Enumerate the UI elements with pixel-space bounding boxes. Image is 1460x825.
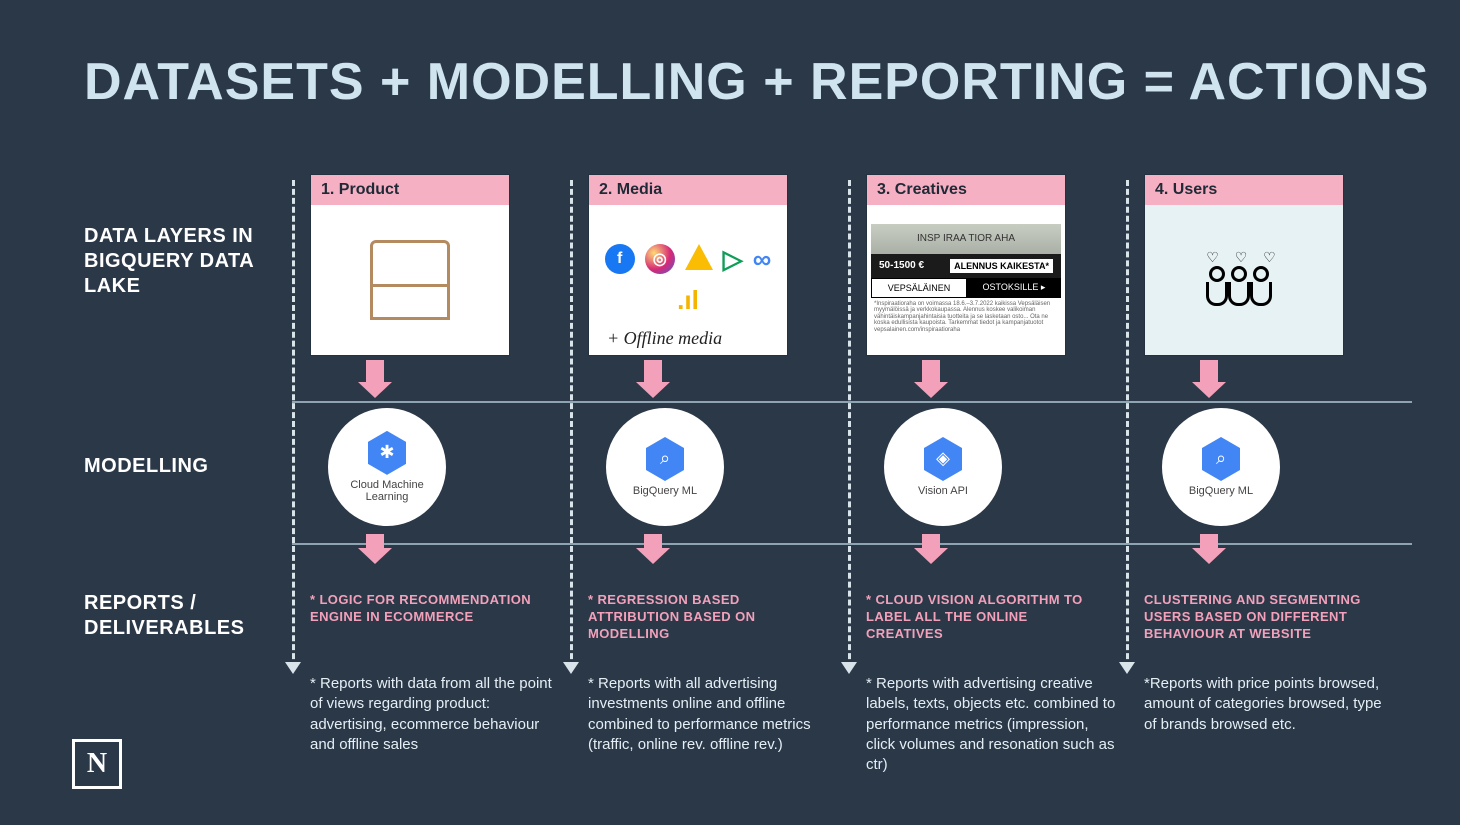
banner-mid: 50-1500 € ALENNUS KAIKESTA* — [871, 254, 1061, 278]
card-header: 4. Users — [1145, 175, 1343, 205]
banner-tag: ALENNUS KAIKESTA* — [950, 259, 1053, 273]
row-label-data: DATA LAYERS IN BIGQUERY DATA LAKE — [84, 224, 284, 299]
ad-banner: INSP IRAA TIOR AHA 50-1500 € ALENNUS KAI… — [871, 224, 1061, 337]
card-body: INSP IRAA TIOR AHA 50-1500 € ALENNUS KAI… — [867, 205, 1065, 355]
deliverable-body: *Reports with price points browsed, amou… — [1144, 674, 1394, 735]
card-header: 3. Creatives — [867, 175, 1065, 205]
gcp-hex-icon: ✱ — [368, 431, 406, 475]
deliverable-body: * Reports with all advertising investmen… — [588, 674, 838, 755]
instagram-icon: ◎ — [645, 244, 675, 274]
column-media: 2. Media f ◎ ▷ ∞ .ıl + Offline media ⌕ B… — [588, 174, 828, 794]
model-circle: ◈ Vision API — [884, 408, 1002, 526]
flow-arrowhead-icon — [841, 662, 857, 674]
column-users: 4. Users ♡ ♡ ♡ ⌕ BigQuery ML Clustering … — [1144, 174, 1384, 794]
flow-arrowhead-icon — [285, 662, 301, 674]
model-circle: ✱ Cloud Machine Learning — [328, 408, 446, 526]
gcp-hex-icon: ⌕ — [1202, 437, 1240, 481]
offline-media-note: + Offline media — [607, 328, 722, 349]
gcp-hex-icon: ⌕ — [646, 437, 684, 481]
flow-arrowhead-icon — [1119, 662, 1135, 674]
flow-line — [1126, 180, 1129, 668]
card-media: 2. Media f ◎ ▷ ∞ .ıl + Offline media — [588, 174, 788, 356]
cm-icon: ∞ — [753, 244, 772, 275]
card-product: 1. Product — [310, 174, 510, 356]
arrow-down-icon — [366, 360, 384, 384]
flow-line — [292, 180, 295, 668]
model-label: Vision API — [918, 485, 968, 497]
column-product: 1. Product ✱ Cloud Machine Learning * Lo… — [310, 174, 550, 794]
flow-arrowhead-icon — [563, 662, 579, 674]
brand-logo-icon: N — [72, 739, 122, 789]
model-circle: ⌕ BigQuery ML — [606, 408, 724, 526]
card-header: 2. Media — [589, 175, 787, 205]
arrow-down-icon — [1200, 360, 1218, 384]
card-creatives: 3. Creatives INSP IRAA TIOR AHA 50-1500 … — [866, 174, 1066, 356]
column-creatives: 3. Creatives INSP IRAA TIOR AHA 50-1500 … — [866, 174, 1106, 794]
card-users: 4. Users ♡ ♡ ♡ — [1144, 174, 1344, 356]
banner-btn-right: OSTOKSILLE ▸ — [967, 278, 1061, 298]
users-icon: ♡ ♡ ♡ — [1206, 249, 1281, 312]
arrow-down-icon — [922, 534, 940, 550]
arrow-down-icon — [644, 360, 662, 384]
model-label: BigQuery ML — [633, 485, 697, 497]
arrow-down-icon — [1200, 534, 1218, 550]
deliverable-body: * Reports with data from all the point o… — [310, 674, 560, 755]
deliverable-highlight: * Logic for recommendation engine in eco… — [310, 592, 550, 626]
analytics-icon: .ıl — [677, 285, 699, 316]
banner-fineprint: *Inspiraatioraha on voimassa 18.6.–3.7.2… — [871, 298, 1061, 337]
deliverable-body: * Reports with advertising creative labe… — [866, 674, 1116, 775]
flow-line — [570, 180, 573, 668]
deliverable-highlight: Clustering and segmenting users based on… — [1144, 592, 1384, 643]
gcp-hex-icon: ◈ — [924, 437, 962, 481]
arrow-down-icon — [922, 360, 940, 384]
row-label-model: MODELLING — [84, 454, 284, 479]
chair-icon — [370, 240, 450, 320]
banner-buttons: VEPSÄLÄINEN OSTOKSILLE ▸ — [871, 278, 1061, 298]
banner-btn-left: VEPSÄLÄINEN — [871, 278, 967, 298]
model-label: BigQuery ML — [1189, 485, 1253, 497]
model-label: Cloud Machine Learning — [328, 479, 446, 503]
banner-top: INSP IRAA TIOR AHA — [871, 224, 1061, 254]
card-body: ♡ ♡ ♡ — [1145, 205, 1343, 355]
flow-line — [848, 180, 851, 668]
dv360-icon: ▷ — [723, 244, 743, 275]
google-ads-icon — [685, 244, 713, 270]
facebook-icon: f — [605, 244, 635, 274]
deliverable-highlight: * Regression based attribution based on … — [588, 592, 828, 643]
arrow-down-icon — [644, 534, 662, 550]
page-title: DATASETS + MODELLING + REPORTING = ACTIO… — [84, 52, 1429, 112]
card-body: f ◎ ▷ ∞ .ıl + Offline media — [589, 205, 787, 355]
row-label-report: REPORTS / DELIVERABLES — [84, 591, 284, 641]
banner-price: 50-1500 € — [879, 260, 924, 271]
card-body — [311, 205, 509, 355]
arrow-down-icon — [366, 534, 384, 550]
card-header: 1. Product — [311, 175, 509, 205]
deliverable-highlight: * Cloud Vision algorithm to label all th… — [866, 592, 1106, 643]
model-circle: ⌕ BigQuery ML — [1162, 408, 1280, 526]
